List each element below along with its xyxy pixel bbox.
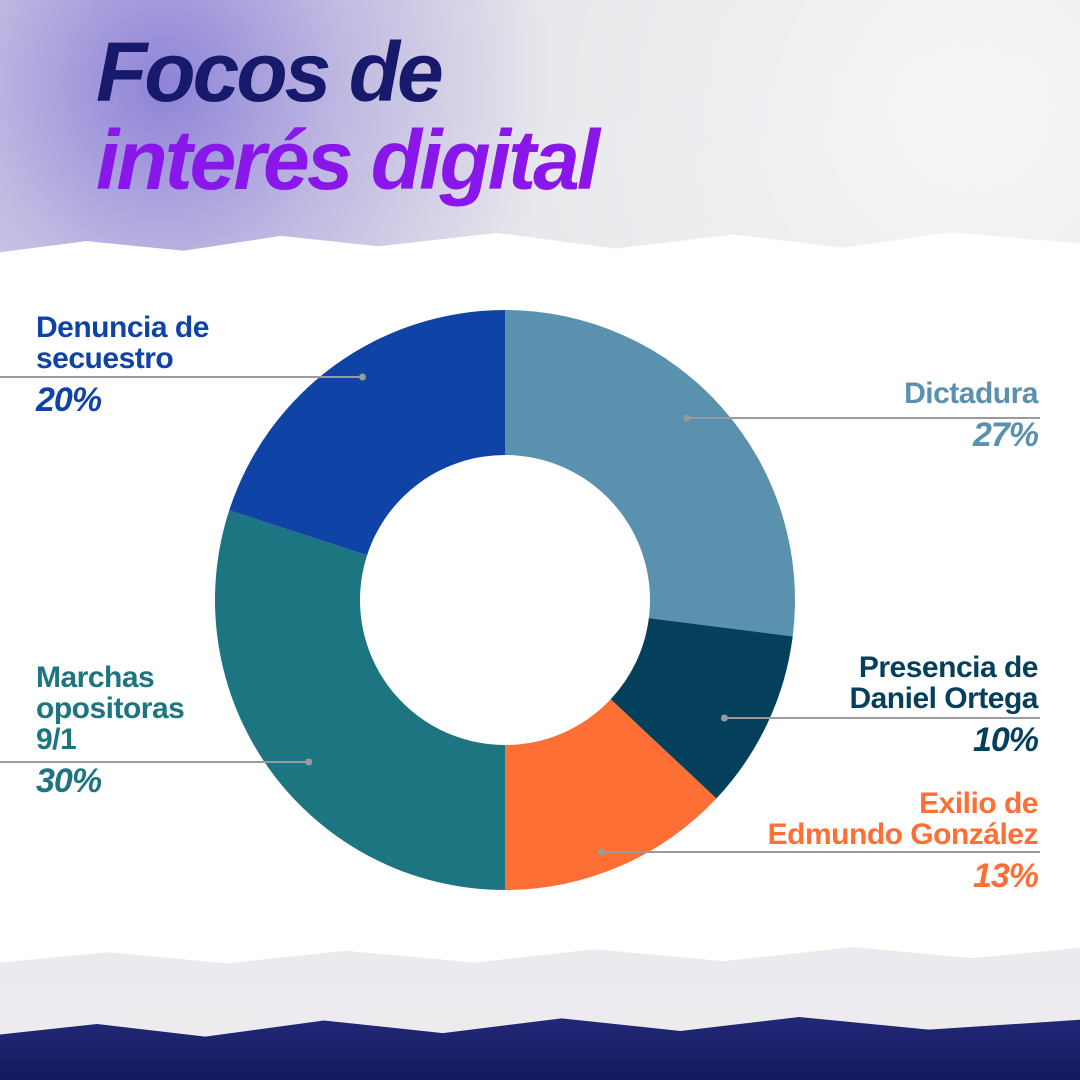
leader-dot (597, 848, 605, 856)
label-secuestro-line2: secuestro (36, 342, 174, 375)
label-edmundo-gonzalez-line2: Edmundo González (767, 818, 1039, 851)
slice-dictadura (505, 310, 795, 637)
leader-dot (683, 414, 691, 422)
label-secuestro: Denuncia de secuestro 20% (36, 312, 209, 420)
label-marchas-value: 30% (36, 762, 102, 800)
label-marchas-line2: opositoras (36, 692, 185, 725)
label-edmundo-gonzalez: Exilio de Edmundo González 13% (767, 787, 1039, 896)
label-daniel-ortega-line1: Presencia de (858, 651, 1039, 684)
label-secuestro-value: 20% (36, 381, 102, 419)
label-secuestro-line1: Denuncia de (36, 311, 209, 344)
label-marchas: Marchas opositoras 9/1 30% (36, 661, 185, 801)
label-daniel-ortega-line2: Daniel Ortega (849, 682, 1038, 715)
label-edmundo-gonzalez-value: 13% (972, 857, 1039, 895)
label-daniel-ortega: Presencia de Daniel Ortega 10% (849, 651, 1039, 760)
label-dictadura-value: 27% (972, 416, 1039, 454)
title-line-1: Focos de (96, 25, 444, 119)
slice-denuncia-de-secuestro (229, 310, 505, 556)
label-marchas-line1: Marchas (36, 661, 155, 694)
slice-exilio-de-edmundo-gonz-lez (505, 699, 717, 890)
leader-dot (358, 373, 366, 381)
label-dictadura: Dictadura 27% (904, 377, 1039, 455)
chart-title: Focos de interés digital (96, 25, 600, 207)
leader-dot (720, 714, 728, 722)
slice-marchas-opositoras-9-1 (214, 510, 505, 890)
slice-presencia-de-daniel-ortega (610, 618, 793, 799)
label-edmundo-gonzalez-line1: Exilio de (919, 787, 1038, 820)
label-dictadura-name: Dictadura (904, 377, 1038, 410)
label-marchas-line3: 9/1 (36, 723, 77, 756)
label-daniel-ortega-value: 10% (972, 721, 1039, 759)
leader-dot (305, 758, 313, 766)
title-line-2: interés digital (96, 113, 600, 207)
